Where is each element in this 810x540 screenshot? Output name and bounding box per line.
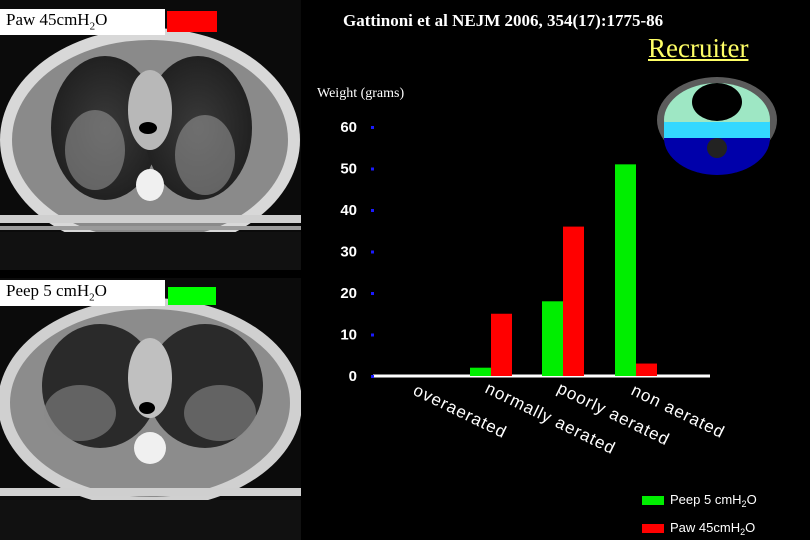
thorax-schematic-icon — [657, 77, 777, 175]
y-tick-label: 20 — [340, 285, 357, 302]
y-tick-mark — [371, 126, 374, 129]
legend-swatch-paw — [642, 524, 664, 533]
bar-paw-3 — [636, 363, 657, 376]
x-category-label: normally aerated — [482, 379, 619, 459]
bar-peep-2 — [542, 301, 563, 376]
legend: Peep 5 cmH2O Paw 45cmH2O — [642, 492, 757, 537]
ct-image-top — [0, 0, 301, 270]
top-panel-swatch — [167, 11, 217, 32]
bars — [470, 164, 657, 376]
bottom-panel-label-text: Peep 5 cmH — [6, 281, 90, 300]
y-tick-mark — [371, 209, 374, 212]
bottom-panel-label-sub: 2 — [89, 291, 95, 304]
y-tick-mark — [371, 375, 374, 378]
ct-scan-top — [0, 0, 301, 270]
legend-swatch-peep — [642, 496, 664, 505]
legend-peep-text: Peep 5 cmH — [670, 492, 742, 507]
bar-paw-1 — [491, 313, 512, 376]
legend-paw-suffix: O — [745, 520, 755, 535]
y-axis-label: Weight (grams) — [317, 86, 404, 101]
y-tick-label: 50 — [340, 161, 357, 178]
legend-label-peep: Peep 5 cmH2O — [670, 492, 757, 509]
top-panel-label-text: Paw 45cmH — [6, 10, 90, 29]
recruiter-label: Recruiter — [648, 33, 749, 63]
bottom-panel-label-suffix: O — [94, 281, 107, 300]
y-tick-mark — [371, 167, 374, 171]
top-panel-label-suffix: O — [95, 10, 108, 29]
y-tick-mark — [371, 292, 374, 295]
bottom-panel-label: Peep 5 cmH2O — [0, 280, 165, 306]
bar-peep-3 — [615, 164, 636, 376]
y-tick-label: 60 — [340, 119, 357, 136]
legend-label-paw: Paw 45cmH2O — [670, 520, 755, 537]
legend-paw-text: Paw 45cmH — [670, 520, 740, 535]
top-panel-label: Paw 45cmH2O — [0, 9, 165, 35]
legend-paw-sub: 2 — [740, 527, 745, 537]
y-tick-mark — [371, 333, 374, 337]
y-tick-label: 0 — [349, 368, 357, 385]
legend-peep-sub: 2 — [742, 499, 747, 509]
bottom-panel-swatch — [168, 287, 216, 305]
y-tick-label: 30 — [340, 244, 357, 261]
y-tick-label: 40 — [340, 202, 357, 219]
y-tick-labels: 0 10 20 30 40 50 60 — [340, 119, 374, 385]
ct-scan-bottom — [0, 278, 301, 540]
ct-image-bottom — [0, 278, 301, 540]
y-tick-mark — [371, 250, 374, 254]
bar-paw-2 — [563, 226, 584, 376]
legend-peep-suffix: O — [747, 492, 757, 507]
top-panel-label-sub: 2 — [89, 20, 96, 33]
y-tick-label: 10 — [340, 327, 357, 344]
bar-peep-1 — [470, 367, 491, 376]
citation: Gattinoni et al NEJM 2006, 354(17):1775-… — [343, 11, 664, 30]
